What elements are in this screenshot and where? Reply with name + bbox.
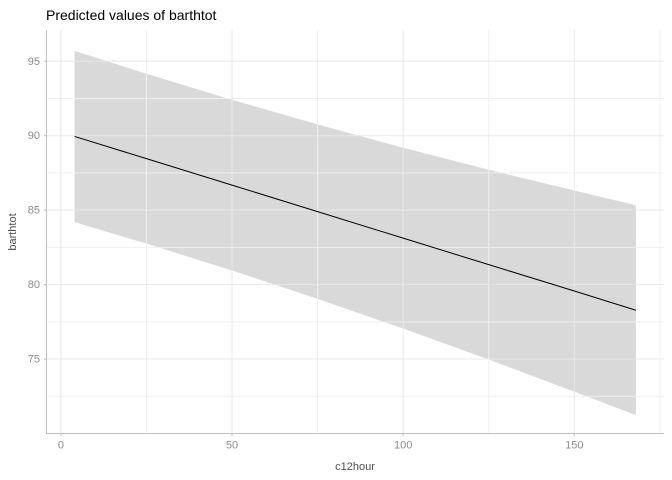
grid-major (46, 30, 664, 434)
x-tick-label: 0 (58, 440, 64, 452)
y-tick-label: 95 (28, 56, 40, 68)
x-tick-labels: 0 50 100 150 (58, 440, 584, 452)
x-tick-label: 100 (394, 440, 412, 452)
tick-marks (44, 60, 575, 436)
y-tick-label: 85 (28, 205, 40, 217)
y-tick-label: 75 (28, 354, 40, 366)
prediction-line (74, 135, 637, 311)
axis-lines (46, 30, 664, 434)
y-tick-labels: 75 80 85 90 95 (28, 56, 40, 366)
y-tick-label: 90 (28, 130, 40, 142)
grid-minor (46, 30, 664, 434)
y-tick-label: 80 (28, 279, 40, 291)
confidence-ribbon-group (74, 50, 636, 416)
plot-title: Predicted values of barthtot (46, 7, 217, 23)
x-tick-label: 50 (226, 440, 238, 452)
x-tick-label: 150 (565, 440, 583, 452)
confidence-ribbon (74, 50, 636, 416)
x-axis-title: c12hour (335, 461, 375, 473)
